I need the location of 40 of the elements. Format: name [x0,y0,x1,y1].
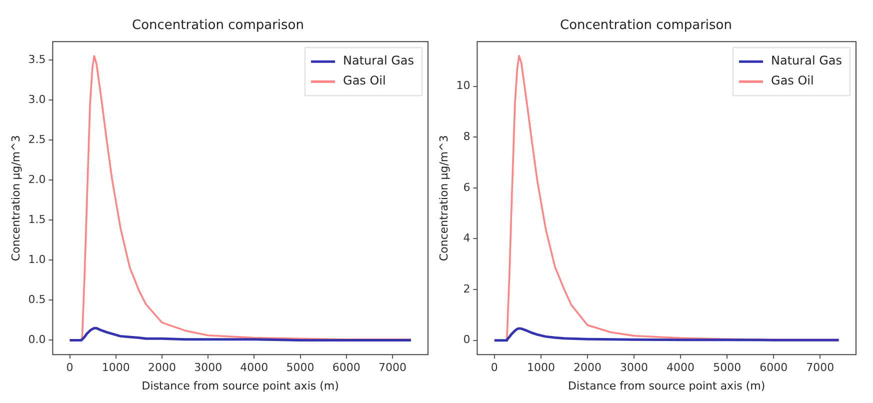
chart-title: Concentration comparison [132,18,304,34]
x-tick-label: 6000 [760,361,788,374]
y-tick-label: 2.0 [28,172,46,186]
x-tick-label: 4000 [240,361,268,374]
y-tick-label: 3.5 [28,52,46,66]
x-tick-label: 7000 [378,361,406,374]
x-tick-label: 2000 [573,361,602,374]
y-tick-label: 0.0 [28,333,46,346]
chart-title: Concentration comparison [560,18,732,34]
x-tick-label: 2000 [148,361,176,374]
x-tick-label: 5000 [286,361,314,374]
legend-label: Gas Oil [771,74,814,88]
y-tick-label: 2 [463,282,470,296]
x-tick-label: 1000 [102,361,130,374]
y-tick-label: 0 [463,333,470,346]
x-tick-label: 6000 [332,361,360,374]
y-axis-title: Concentration µg/m^3 [9,135,22,262]
legend-label: Gas Oil [343,74,386,88]
y-tick-label: 4 [463,232,470,245]
x-tick-label: 0 [490,361,498,374]
y-tick-label: 2.5 [28,132,46,146]
x-tick-label: 3000 [620,361,648,374]
x-tick-label: 5000 [713,361,742,374]
x-tick-label: 0 [66,361,74,374]
y-tick-label: 1.5 [28,212,46,226]
legend-label: Natural Gas [343,54,414,68]
x-tick-label: 7000 [806,361,834,374]
y-tick-label: 8 [463,130,470,143]
legend-label: Natural Gas [771,54,842,68]
x-tick-label: 1000 [526,361,555,374]
x-tick-label: 4000 [666,361,695,374]
y-tick-label: 10 [456,79,470,92]
y-tick-label: 1.0 [28,253,46,266]
y-tick-label: 6 [463,180,470,194]
y-tick-label: 0.5 [28,293,46,306]
x-axis-title: Distance from source point axis (m) [142,379,339,392]
x-tick-label: 3000 [194,361,222,374]
y-axis-title: Concentration µg/m^3 [437,135,450,262]
y-tick-label: 3.0 [28,92,46,106]
x-axis-title: Distance from source point axis (m) [568,379,766,392]
